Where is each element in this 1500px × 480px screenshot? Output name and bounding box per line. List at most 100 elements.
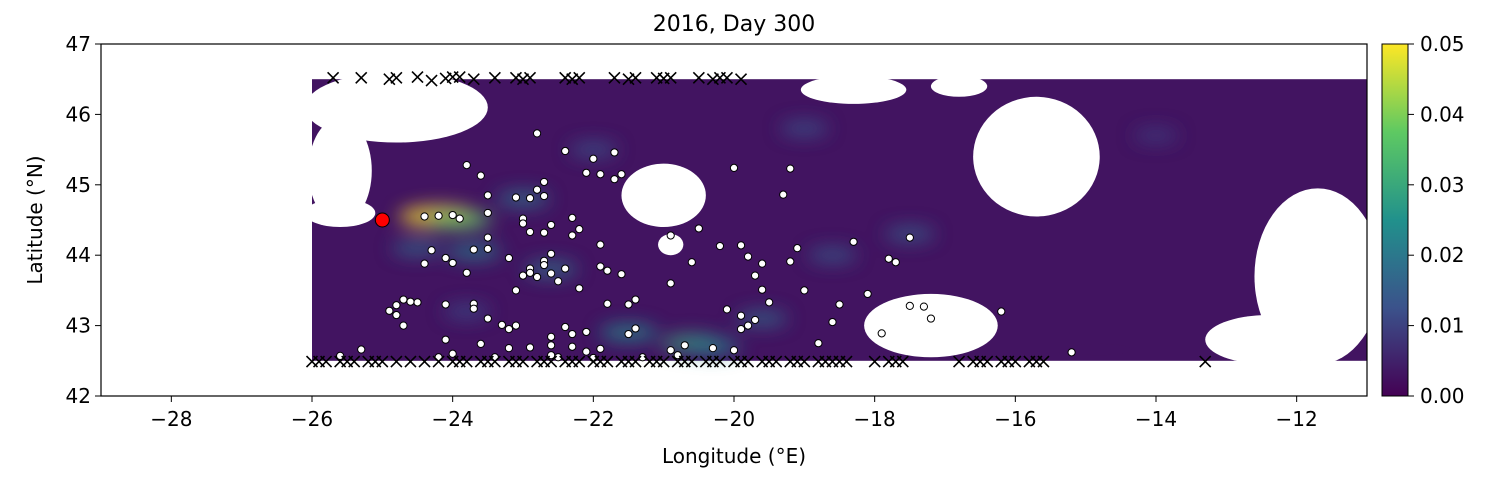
x-marker [467, 73, 480, 86]
x-marker [1199, 355, 1212, 368]
circle-marker [357, 345, 366, 354]
circle-marker [926, 314, 936, 323]
x-marker [453, 355, 466, 368]
colorbar-tick-label: 0.01 [1420, 314, 1465, 338]
circle-marker [575, 284, 584, 293]
masked-region [800, 75, 907, 104]
circle-marker [610, 175, 619, 184]
circle-marker [758, 259, 767, 268]
circle-marker [561, 146, 570, 156]
circle-marker [708, 344, 718, 353]
circle-marker [547, 249, 556, 258]
circle-marker [751, 271, 760, 280]
field-feature [807, 247, 858, 263]
x-marker [418, 355, 431, 368]
x-marker [453, 71, 466, 84]
circle-marker [582, 327, 591, 337]
masked-region [973, 96, 1100, 217]
x-marker [432, 355, 445, 368]
x-marker [516, 73, 530, 86]
circle-marker [849, 237, 858, 246]
circle-marker [835, 300, 844, 309]
circle-marker [518, 219, 528, 228]
x-marker [692, 71, 705, 84]
x-marker [622, 355, 635, 368]
circle-marker [743, 321, 753, 330]
circle-marker [511, 286, 521, 295]
circle-marker [575, 225, 584, 234]
x-marker [763, 355, 776, 368]
circle-marker [483, 233, 492, 242]
circle-marker [511, 193, 521, 202]
y-axis: 42 43 44 45 46 47 [66, 32, 101, 408]
circle-marker [596, 170, 605, 179]
circle-marker [793, 244, 802, 253]
circle-marker [779, 190, 788, 199]
field-patch [1068, 343, 1132, 356]
circle-marker [568, 213, 577, 222]
circle-marker [511, 321, 521, 330]
colorbar-tick-label: 0.00 [1420, 384, 1465, 408]
field-feature [569, 142, 618, 158]
circle-marker [751, 315, 760, 325]
x-tick-label: −12 [1276, 407, 1318, 431]
x-tick-label: −16 [994, 407, 1036, 431]
x-marker [488, 71, 501, 84]
x-marker [355, 71, 368, 84]
masked-region [864, 293, 998, 358]
circle-marker [420, 212, 429, 221]
circle-marker [504, 253, 514, 263]
x-tick-label: −28 [150, 407, 192, 431]
circle-marker [547, 220, 556, 230]
field-feature [780, 121, 829, 136]
circle-marker [905, 233, 914, 242]
x-tick-label: −18 [854, 407, 896, 431]
circle-marker [877, 329, 886, 338]
circle-marker [392, 301, 401, 310]
circle-marker [997, 307, 1006, 316]
markers-layer [305, 71, 1212, 368]
circle-marker [540, 228, 549, 237]
y-axis-label: Latitude (°N) [23, 155, 47, 284]
field-feature [391, 240, 444, 256]
circle-marker [715, 241, 725, 251]
circle-marker [441, 300, 450, 309]
circle-marker [905, 301, 914, 310]
x-tick-label: −22 [572, 407, 614, 431]
circle-marker [568, 342, 577, 351]
circle-marker [483, 244, 492, 253]
x-marker [404, 355, 417, 368]
x-axis: −28 −26 −24 −22 −20 −18 −16 −14 −12 [150, 396, 1318, 431]
circle-marker [919, 302, 929, 311]
y-tick-label: 42 [66, 384, 91, 408]
x-marker [657, 72, 670, 85]
circle-marker [434, 211, 443, 220]
circle-marker [385, 306, 394, 315]
circle-marker [722, 305, 732, 314]
colorbar-tick-label: 0.05 [1420, 32, 1465, 56]
circle-marker [525, 194, 535, 203]
circle-marker [469, 304, 478, 313]
circle-marker [736, 325, 746, 334]
masked-region [658, 234, 684, 256]
circle-marker [758, 285, 767, 294]
x-marker [566, 73, 579, 86]
circle-marker [448, 349, 457, 358]
circle-marker [448, 258, 457, 268]
circle-marker [476, 339, 485, 349]
circle-marker [413, 298, 422, 307]
masked-region [304, 198, 376, 228]
y-tick-label: 43 [66, 314, 91, 338]
masked-region [1205, 315, 1332, 365]
colorbar-gradient [1381, 43, 1409, 397]
circle-marker [547, 269, 556, 278]
x-marker [734, 73, 748, 86]
y-tick-label: 44 [66, 243, 91, 267]
field-feature [443, 304, 491, 319]
field-feature [496, 190, 550, 207]
circle-marker [589, 154, 598, 163]
circle-marker [547, 341, 556, 350]
circle-marker [540, 260, 549, 270]
circle-marker [532, 185, 542, 194]
x-marker [566, 355, 579, 368]
